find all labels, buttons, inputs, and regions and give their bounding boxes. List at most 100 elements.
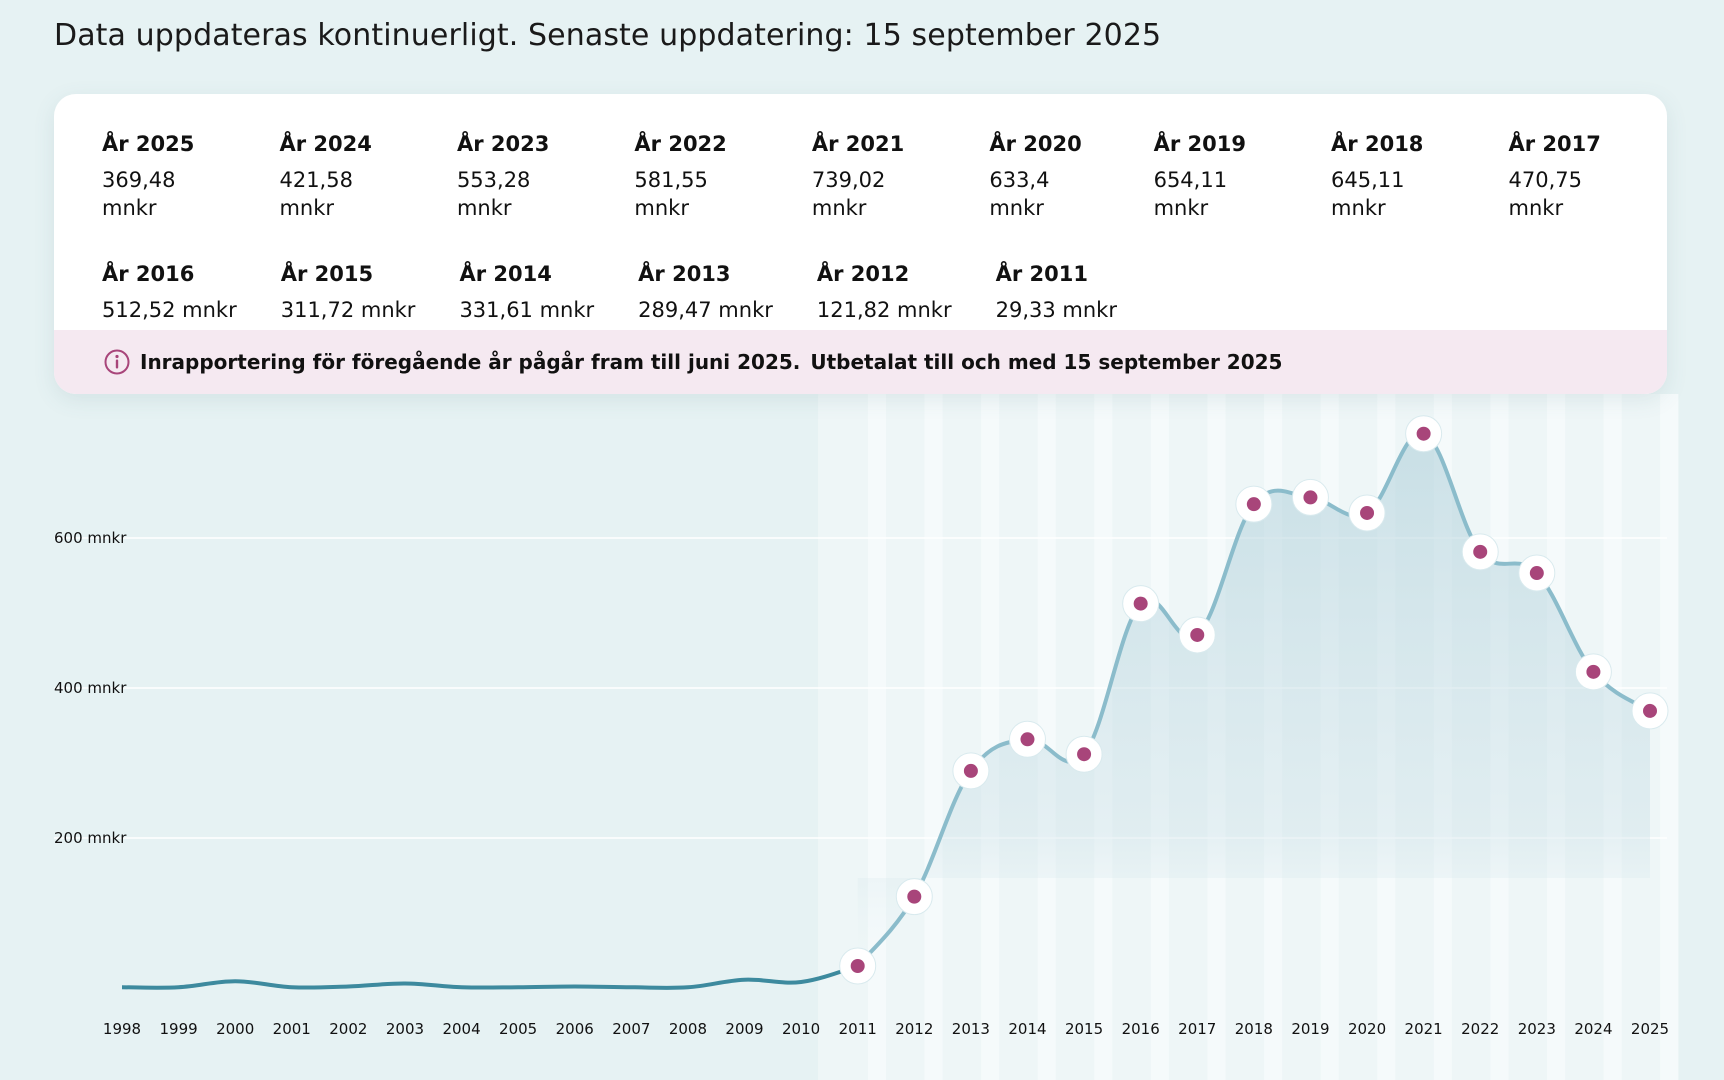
year-label: År 2015 [280, 262, 374, 286]
year-summary-item: År 2022 581,55 mnkr [634, 130, 767, 222]
summary-row: År 2025 369,48 mnkr År 2024 421,58 mnkr År 2… [102, 130, 1642, 222]
x-tick-label: 2009 [725, 1020, 763, 1038]
y-tick-label: 400 mnkr [54, 679, 127, 697]
data-point [1643, 703, 1657, 718]
year-label: År 2017 [1508, 132, 1601, 156]
x-tick-label: 2004 [442, 1020, 480, 1038]
year-value: 470,75 mnkr [1508, 168, 1582, 220]
year-label: År 2016 [102, 262, 195, 286]
x-tick-label: 2018 [1235, 1020, 1273, 1038]
year-summary-grid: År 2025 369,48 mnkr År 2024 421,58 mnkr År 2… [102, 130, 1642, 324]
x-tick-label: 2013 [952, 1020, 990, 1038]
x-tick-label: 2015 [1065, 1020, 1103, 1038]
x-tick-label: 2025 [1631, 1020, 1669, 1038]
year-label: År 2025 [102, 132, 195, 156]
year-summary-item: År 2015 311,72 mnkr [281, 260, 416, 324]
page-header: Data uppdateras kontinuerligt. Senaste u… [54, 18, 1162, 53]
year-label: År 2024 [279, 132, 372, 156]
year-summary-item: År 2016 512,52 mnkr [102, 260, 237, 324]
year-label: År 2011 [995, 262, 1088, 286]
x-tick-label: 2008 [669, 1020, 707, 1038]
summary-row: År 2016 512,52 mnkr År 2015 311,72 mnkr År 2… [102, 260, 1642, 324]
data-point [1190, 627, 1205, 642]
year-summary-item: År 2019 654,11 mnkr [1154, 130, 1287, 222]
data-point [1416, 426, 1431, 441]
year-summary-item: År 2017 470,75 mnkr [1509, 130, 1642, 222]
x-tick-label: 2020 [1348, 1020, 1386, 1038]
year-summary-item: År 2020 633,4 mnkr [989, 130, 1109, 222]
year-summary-item: År 2014 331,61 mnkr [459, 260, 594, 324]
year-value: 331,61 mnkr [459, 298, 595, 322]
x-tick-label: 2023 [1518, 1020, 1556, 1038]
year-summary-item: År 2021 739,02 mnkr [812, 130, 945, 222]
year-value: 739,02 mnkr [811, 168, 886, 220]
year-band [981, 394, 1000, 1080]
data-point [1529, 566, 1544, 581]
x-tick-label: 2003 [386, 1020, 424, 1038]
x-tick-label: 2006 [556, 1020, 594, 1038]
year-value: 553,28 mnkr [456, 168, 531, 220]
y-axis-ticks: 200 mnkr 400 mnkr 600 mnkr [54, 529, 127, 847]
year-summary-item: År 2013 289,47 mnkr [638, 260, 773, 324]
data-point [1303, 490, 1318, 505]
y-tick-label: 600 mnkr [54, 529, 127, 547]
data-points [839, 415, 1669, 985]
data-point [1586, 664, 1601, 679]
x-tick-label: 2024 [1574, 1020, 1612, 1038]
x-tick-label: 2011 [839, 1020, 877, 1038]
data-point [1020, 732, 1035, 747]
year-value: 654,11 mnkr [1153, 168, 1228, 220]
year-value: 29,33 mnkr [995, 298, 1117, 322]
year-value: 581,55 mnkr [634, 168, 708, 220]
year-label: År 2023 [456, 132, 550, 156]
year-summary-item: År 2025 369,48 mnkr [102, 130, 235, 222]
x-tick-label: 2001 [273, 1020, 311, 1038]
year-value: 633,4 mnkr [989, 168, 1050, 220]
data-point [1246, 497, 1261, 512]
year-value: 369,48 mnkr [102, 168, 176, 220]
data-point [907, 889, 922, 904]
year-label: År 2021 [811, 132, 905, 156]
data-point [850, 959, 865, 974]
series-line-early [121, 964, 859, 990]
x-axis-ticks: 1998 1999 2000 2001 2002 2003 2004 2005 2006 2007… [103, 1020, 1669, 1038]
x-tick-label: 2002 [329, 1020, 367, 1038]
year-label: År 2014 [459, 262, 552, 286]
y-tick-label: 200 mnkr [54, 829, 127, 847]
year-summary-item: År 2024 421,58 mnkr [279, 130, 412, 222]
year-value: 289,47 mnkr [638, 298, 773, 322]
year-value: 512,52 mnkr [102, 298, 237, 322]
year-band [1037, 394, 1056, 1080]
x-tick-label: 2005 [499, 1020, 537, 1038]
year-band [1660, 394, 1679, 1080]
x-tick-label: 2019 [1291, 1020, 1329, 1038]
data-point [1473, 544, 1488, 559]
year-label: År 2012 [816, 262, 910, 286]
x-tick-label: 2007 [612, 1020, 650, 1038]
x-tick-label: 2022 [1461, 1020, 1499, 1038]
data-point [1077, 747, 1092, 762]
x-tick-label: 1999 [159, 1020, 197, 1038]
year-summary-item: År 2012 121,82 mnkr [817, 260, 952, 324]
year-summary-item: År 2023 553,28 mnkr [457, 130, 590, 222]
notice-reporting-text: Inrapportering för föregående år pågår f… [140, 350, 801, 374]
year-band [924, 394, 943, 1080]
x-tick-label: 2016 [1122, 1020, 1160, 1038]
year-summary-item: År 2011 29,33 mnkr [996, 260, 1117, 324]
x-tick-label: 1998 [103, 1020, 141, 1038]
x-tick-label: 2012 [895, 1020, 933, 1038]
x-tick-label: 2000 [216, 1020, 254, 1038]
year-value: 121,82 mnkr [816, 298, 952, 322]
year-label: År 2022 [634, 132, 727, 156]
x-tick-label: 2017 [1178, 1020, 1216, 1038]
year-label: År 2013 [638, 262, 731, 286]
year-value: 421,58 mnkr [279, 168, 353, 220]
info-notice: Inrapportering för föregående år pågår f… [54, 330, 1667, 394]
year-label: År 2020 [989, 132, 1082, 156]
info-icon [104, 349, 130, 375]
x-tick-label: 2021 [1405, 1020, 1443, 1038]
year-value: 645,11 mnkr [1331, 168, 1405, 220]
data-point [963, 763, 978, 778]
data-point [1133, 596, 1148, 611]
